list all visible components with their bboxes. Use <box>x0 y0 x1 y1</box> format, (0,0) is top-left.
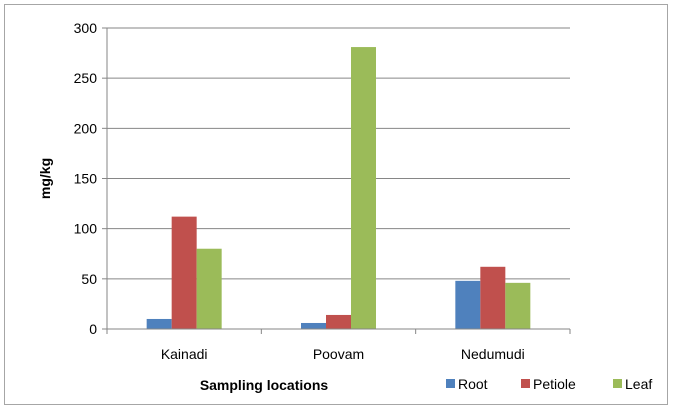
x-tick-labels: Kainadi Poovam Nedumudi <box>106 329 571 362</box>
bar-root-poovam <box>301 322 326 329</box>
y-axis-title: mg/kg <box>37 158 53 199</box>
bar-leaf-nedumudi <box>505 282 531 329</box>
bar-leaf-kainadi <box>196 248 222 329</box>
y-tick-labels: 0 50 100 150 200 250 300 <box>74 20 107 337</box>
bars <box>146 47 531 330</box>
y-tick-label: 250 <box>74 70 98 86</box>
legend-swatch-leaf <box>613 379 622 388</box>
x-tick-label: Poovam <box>313 346 364 362</box>
chart-frame <box>4 4 668 405</box>
y-tick-label: 150 <box>74 171 98 187</box>
x-axis-title: Sampling locations <box>200 377 329 393</box>
legend-label-root: Root <box>458 376 488 392</box>
x-tick-label: Nedumudi <box>461 346 525 362</box>
bar-petiole-nedumudi <box>480 266 506 329</box>
legend-label-leaf: Leaf <box>625 376 652 392</box>
y-tick-label: 200 <box>74 120 98 136</box>
x-tick-label: Kainadi <box>161 346 208 362</box>
bar-petiole-kainadi <box>171 216 197 329</box>
legend: Root Petiole Leaf <box>446 376 652 392</box>
legend-label-petiole: Petiole <box>533 376 576 392</box>
legend-swatch-root <box>446 379 455 388</box>
bar-leaf-poovam <box>351 47 376 330</box>
y-tick-label: 50 <box>81 271 97 287</box>
bar-root-kainadi <box>146 318 172 329</box>
y-tick-label: 0 <box>89 321 97 337</box>
legend-swatch-petiole <box>521 379 530 388</box>
bar-root-nedumudi <box>455 280 481 329</box>
bar-petiole-poovam <box>326 314 351 329</box>
y-tick-label: 100 <box>74 221 98 237</box>
y-tick-label: 300 <box>74 20 98 36</box>
